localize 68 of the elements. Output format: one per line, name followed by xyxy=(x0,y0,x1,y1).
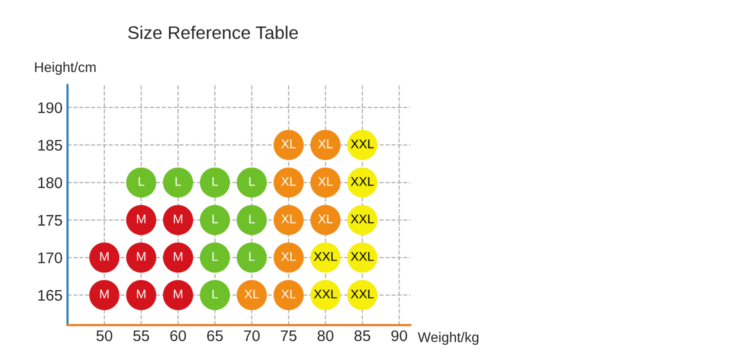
text: XXL xyxy=(350,214,374,224)
point xyxy=(236,242,267,273)
point xyxy=(89,242,120,273)
text: L xyxy=(249,252,255,261)
text: XXL xyxy=(350,252,374,261)
text: M xyxy=(137,252,146,261)
text: M xyxy=(174,252,182,261)
text: L xyxy=(212,177,218,186)
text: XL xyxy=(281,140,296,148)
text: M xyxy=(100,252,109,261)
x-tick-label: 50 xyxy=(96,330,112,342)
text: XL xyxy=(281,290,296,298)
text: XL xyxy=(244,290,260,298)
point xyxy=(236,204,267,236)
x-tick-label: 75 xyxy=(280,330,296,342)
text: XL xyxy=(318,177,333,186)
text: XXL xyxy=(350,290,374,298)
text: XL xyxy=(318,214,333,224)
text: M xyxy=(174,290,182,298)
x-tick-label: 80 xyxy=(318,330,334,342)
x-axis-title: Weight/kg xyxy=(418,332,478,345)
text: XL xyxy=(318,140,333,148)
x-tick-label: 85 xyxy=(354,330,370,342)
text: L xyxy=(138,177,144,186)
y-tick-label: 175 xyxy=(38,215,62,226)
point xyxy=(163,242,194,273)
point xyxy=(126,242,156,273)
y-tick-label: 180 xyxy=(38,177,62,188)
text: XXL xyxy=(314,252,337,261)
text: XXL xyxy=(314,290,337,298)
point xyxy=(200,242,230,273)
text: M xyxy=(137,290,146,298)
x-tick-label: 90 xyxy=(391,330,408,342)
text: XL xyxy=(281,214,296,224)
y-tick-label: 190 xyxy=(38,102,62,114)
y-axis-title: Height/cm xyxy=(35,62,96,75)
series-label: L xyxy=(249,177,255,186)
point xyxy=(200,167,230,198)
y-tick-label: 165 xyxy=(38,290,62,301)
point xyxy=(126,204,156,236)
text: XXL xyxy=(350,140,374,148)
chart-title: Size Reference Table xyxy=(128,26,298,40)
x-tick-label: 60 xyxy=(170,330,186,342)
point xyxy=(89,280,120,310)
point xyxy=(163,167,194,198)
text: L xyxy=(249,214,255,224)
point xyxy=(163,280,194,310)
y-tick-label: 170 xyxy=(38,252,62,264)
text: M xyxy=(174,214,182,224)
x-tick-label: 65 xyxy=(207,330,223,342)
x-tick-label: 55 xyxy=(133,330,150,342)
point xyxy=(200,204,230,236)
point xyxy=(200,280,230,310)
series-label: XL xyxy=(281,177,296,186)
series-label: M xyxy=(100,290,109,298)
text: L xyxy=(212,252,218,261)
series-label: XXL xyxy=(350,177,374,186)
text: L xyxy=(212,290,218,298)
point xyxy=(126,280,156,310)
x-tick-label: 70 xyxy=(244,330,260,342)
point xyxy=(236,167,267,198)
text: L xyxy=(212,214,218,224)
text: L xyxy=(176,177,182,186)
text: M xyxy=(137,214,146,224)
point xyxy=(163,204,194,236)
text: XL xyxy=(281,252,296,261)
y-tick-label: 185 xyxy=(38,140,62,151)
point xyxy=(126,167,156,198)
